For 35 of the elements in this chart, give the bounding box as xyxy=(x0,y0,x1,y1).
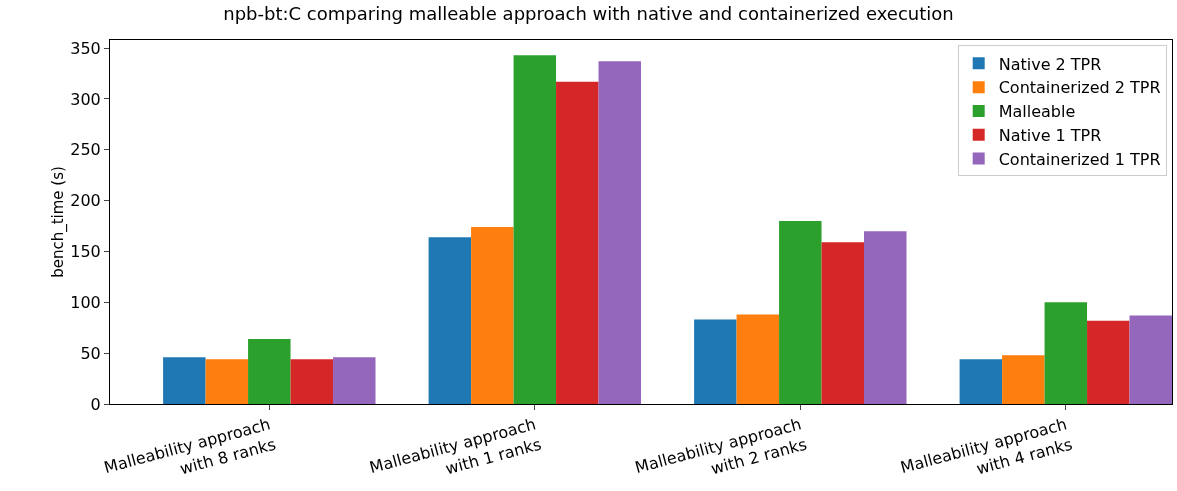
bar xyxy=(205,359,249,404)
y-tick-label: 200 xyxy=(70,191,101,211)
y-tick-label: 350 xyxy=(70,38,101,58)
chart-title: npb-bt:C comparing malleable approach with native and containerized execution xyxy=(223,2,954,24)
y-tick-label: 0 xyxy=(90,394,101,414)
y-tick-label: 150 xyxy=(70,242,101,262)
y-tick-label: 300 xyxy=(70,89,101,109)
bar xyxy=(598,61,641,404)
bar xyxy=(471,227,514,404)
bar xyxy=(428,237,472,404)
bar xyxy=(1044,302,1088,404)
y-axis-title: bench_time (s) xyxy=(49,166,69,278)
bar xyxy=(736,314,780,404)
bar xyxy=(556,81,599,404)
legend-label: Containerized 1 TPR xyxy=(998,149,1161,169)
legend-label: Malleable xyxy=(998,102,1076,122)
bar xyxy=(333,357,376,404)
bar xyxy=(1129,315,1172,404)
y-tick-label: 50 xyxy=(80,343,101,363)
legend-label: Containerized 2 TPR xyxy=(998,78,1161,98)
bar xyxy=(513,55,557,404)
legend-label: Native 2 TPR xyxy=(998,54,1102,74)
bar xyxy=(779,220,822,404)
bar xyxy=(864,231,907,404)
bar xyxy=(821,242,865,404)
bar xyxy=(290,359,334,404)
bar xyxy=(1087,320,1130,404)
legend-label: Native 1 TPR xyxy=(998,126,1102,145)
y-tick-label: 100 xyxy=(70,292,101,312)
bar xyxy=(694,319,737,404)
bar xyxy=(959,359,1003,404)
bar xyxy=(1002,355,1045,404)
bar xyxy=(163,357,206,404)
bar xyxy=(248,338,291,404)
y-tick-label: 250 xyxy=(70,140,101,160)
